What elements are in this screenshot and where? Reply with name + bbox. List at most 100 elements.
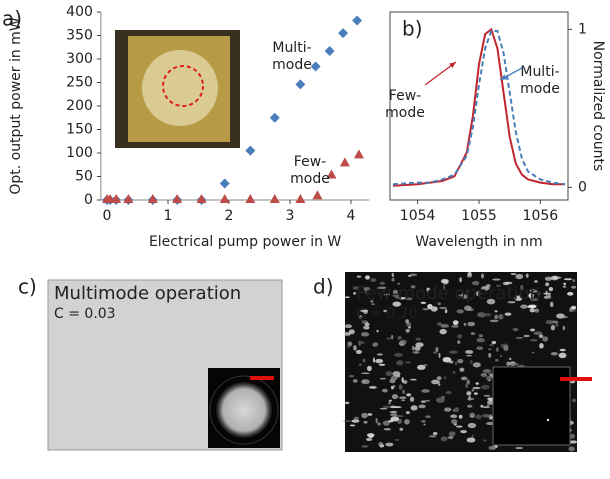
speckle-grain (558, 352, 567, 359)
speckle-grain (361, 445, 369, 448)
speckle-grain (438, 352, 441, 359)
speckle-grain (539, 343, 544, 349)
speckle-grain (512, 327, 519, 332)
speckle-grain (510, 362, 519, 366)
speckle-grain (358, 315, 363, 319)
speckle-grain (432, 431, 438, 436)
speckle-grain (481, 273, 484, 279)
marker (172, 194, 183, 203)
speckle-grain (504, 281, 513, 285)
speckle-grain (405, 297, 413, 301)
speckle-grain (545, 319, 554, 325)
speckle-grain (471, 389, 475, 392)
speckle-grain (376, 329, 379, 333)
speckle-grain (531, 351, 535, 354)
marker (352, 15, 363, 26)
marker (245, 145, 256, 156)
speckle-grain (444, 407, 452, 412)
marker (312, 190, 323, 200)
inset-d (492, 366, 592, 446)
x-axis-label: Electrical pump power in W (149, 234, 341, 250)
speckle-grain (520, 284, 524, 291)
marker (196, 194, 207, 203)
speckle-grain (459, 277, 462, 283)
speckle-grain (395, 415, 404, 418)
speckle-grain (460, 430, 467, 434)
speckle-grain (482, 369, 492, 374)
speckle-grain (378, 442, 383, 446)
speckle-grain (411, 345, 415, 351)
arrow-head (449, 62, 456, 69)
speckle-grain (458, 294, 461, 297)
y-tick-label: 200 (66, 98, 93, 114)
speckle-grain (401, 399, 406, 402)
speckle-grain (375, 417, 378, 424)
speckle-grain (455, 425, 463, 428)
speckle-grain (484, 312, 492, 317)
speckle-grain (414, 346, 421, 351)
speckle-grain (483, 439, 487, 442)
speckle-grain (363, 420, 368, 424)
series-label: mode (385, 105, 425, 121)
speckle-grain (482, 413, 491, 418)
y-axis-label: Opt. output power in mW (8, 17, 24, 194)
speckle-grain (514, 295, 523, 301)
speckle-grain (568, 446, 575, 452)
speckle-grain (443, 284, 446, 291)
marker (219, 194, 230, 203)
speckle-grain (569, 440, 578, 444)
speckle-grain (466, 437, 476, 443)
speckle-grain (548, 287, 554, 292)
series-label: mode (290, 171, 330, 187)
speckle-grain (523, 334, 530, 338)
speckle-grain (383, 428, 391, 431)
marker (111, 194, 122, 203)
x-tick-label: 2 (225, 208, 234, 224)
speckle-grain (476, 346, 484, 350)
speckle-grain (534, 308, 540, 313)
speckle-grain (405, 361, 412, 364)
speckle-grain (390, 413, 398, 417)
speckle-grain (436, 376, 442, 381)
series-label: Few- (294, 154, 326, 170)
speckle-grain (402, 380, 408, 384)
speckle-grain (488, 352, 492, 358)
speckle-grain (382, 405, 391, 409)
panel-label: a) (2, 7, 22, 31)
speckle-grain (465, 350, 474, 354)
speckle-grain (423, 364, 428, 367)
speckle-image-c (47, 279, 283, 451)
speckle-grain (487, 397, 494, 401)
marker (219, 178, 230, 189)
speckle-grain (467, 398, 475, 400)
speckle-grain (478, 334, 483, 338)
speckle-grain (466, 354, 473, 357)
speckle-grain (360, 332, 370, 337)
speckle-grain (382, 420, 390, 426)
speckle-grain (391, 334, 394, 340)
speckle-grain (361, 372, 370, 375)
speckle-grain (530, 307, 534, 313)
y-tick-label: 0 (578, 179, 587, 195)
series-label: mode (272, 57, 312, 73)
speckle-grain (365, 438, 373, 441)
speckle-grain (533, 331, 543, 336)
speckle-grain (420, 400, 426, 403)
speckle-grain (471, 281, 480, 286)
speckle-grain (402, 389, 406, 395)
speckle-grain (406, 321, 412, 327)
speckle-grain (572, 279, 576, 283)
speckle-grain (550, 275, 559, 281)
speckle-grain (418, 404, 426, 409)
speckle-grain (509, 357, 512, 361)
speckle-grain (391, 272, 394, 278)
speckle-grain (536, 291, 541, 296)
speckle-grain (488, 373, 494, 375)
speckle-grain (370, 278, 377, 283)
speckle-grain (440, 323, 449, 328)
speckle-grain (353, 416, 359, 420)
speckle-grain (495, 284, 502, 287)
speckle-grain (500, 354, 503, 358)
speckle-grain (450, 414, 458, 419)
speckle-grain (372, 357, 375, 363)
